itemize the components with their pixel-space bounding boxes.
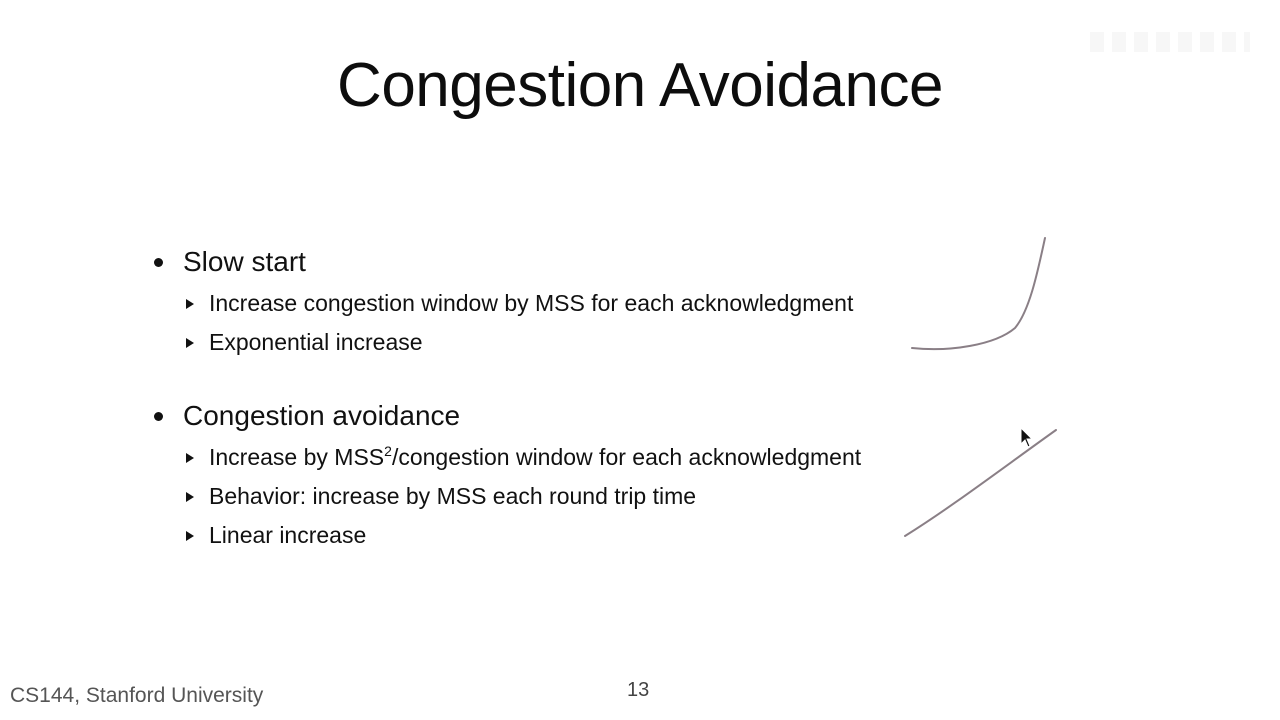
sub-list: Increase by MSS2/congestion window for e… bbox=[150, 438, 1030, 555]
triangle-bullet-icon bbox=[186, 530, 194, 541]
sub-item: Behavior: increase by MSS each round tri… bbox=[150, 477, 1030, 516]
sub-list: Increase congestion window by MSS for ea… bbox=[150, 284, 1030, 362]
bullet-label: Congestion avoidance bbox=[183, 400, 461, 431]
sub-item: Increase by MSS2/congestion window for e… bbox=[150, 438, 1030, 477]
triangle-bullet-icon bbox=[186, 337, 194, 348]
sub-item-text-after: /congestion window for each acknowledgme… bbox=[391, 444, 862, 470]
bullet-slow-start: Slow start Increase congestion window by… bbox=[150, 240, 1030, 362]
bullet-dot-icon bbox=[154, 411, 163, 421]
footer-course: CS144, Stanford University bbox=[10, 684, 264, 707]
sub-item-text: Linear increase bbox=[209, 522, 367, 548]
sub-item: Linear increase bbox=[150, 516, 1030, 555]
sub-item-text-before: Increase by MSS bbox=[209, 444, 385, 470]
watermark bbox=[1090, 32, 1250, 52]
sub-item-text: Behavior: increase by MSS each round tri… bbox=[209, 483, 697, 509]
sub-item-text: Exponential increase bbox=[209, 329, 423, 355]
bullet-dot-icon bbox=[154, 257, 163, 267]
page-number: 13 bbox=[627, 679, 650, 701]
sub-item-text: Increase congestion window by MSS for ea… bbox=[209, 290, 854, 316]
sub-item: Increase congestion window by MSS for ea… bbox=[150, 284, 1030, 323]
triangle-bullet-icon bbox=[186, 491, 194, 502]
superscript-exponent: 2 bbox=[384, 443, 392, 459]
bullet-label: Slow start bbox=[183, 246, 306, 277]
bullet-list: Slow start Increase congestion window by… bbox=[150, 240, 1030, 555]
bullet-congestion-avoidance: Congestion avoidance Increase by MSS2/co… bbox=[150, 394, 1030, 555]
triangle-bullet-icon bbox=[186, 452, 194, 463]
slide-title: Congestion Avoidance bbox=[337, 51, 943, 120]
sub-item-text: Increase by MSS2/congestion window for e… bbox=[209, 444, 861, 471]
triangle-bullet-icon bbox=[186, 298, 194, 309]
sub-item: Exponential increase bbox=[150, 323, 1030, 362]
